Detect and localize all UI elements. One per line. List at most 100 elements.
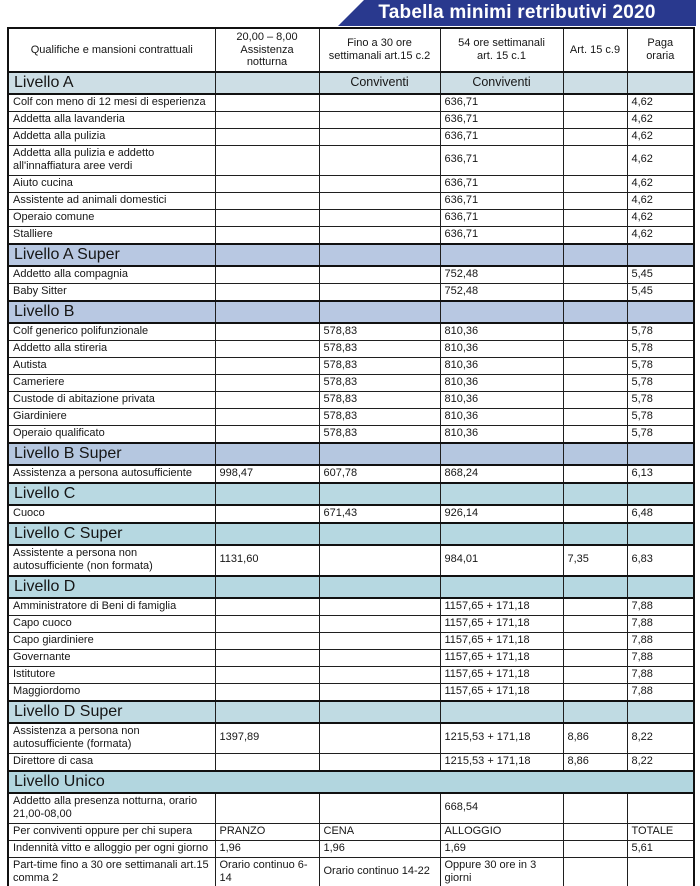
value-cell: 1215,53 + 171,18 [439, 752, 564, 771]
section-header-row: Livello D [7, 574, 695, 599]
value-cell: 7,88 [626, 631, 695, 650]
value-cell [214, 792, 320, 824]
value-cell: 810,36 [439, 339, 564, 358]
qualifica-cell: Aiuto cucina [7, 174, 216, 193]
value-cell [562, 208, 628, 227]
qualifica-cell: Cameriere [7, 373, 216, 392]
value-cell [214, 424, 320, 443]
value-cell: 5,45 [626, 282, 695, 301]
qualifica-cell: Capo cuoco [7, 614, 216, 633]
table-row: Baby Sitter 752,48 5,45 [7, 282, 695, 301]
section-title: Livello D Super [7, 699, 216, 724]
section-title: Livello B [7, 299, 216, 324]
empty-cell [562, 70, 628, 95]
empty-cell [626, 242, 695, 267]
value-cell [214, 208, 320, 227]
value-cell [562, 424, 628, 443]
value-cell: 4,62 [626, 174, 695, 193]
table-row: Addetta alla lavanderia 636,71 4,62 [7, 110, 695, 129]
value-cell: 8,86 [562, 722, 628, 754]
value-cell: 4,62 [626, 225, 695, 244]
value-cell [214, 648, 320, 667]
value-cell [562, 144, 628, 176]
value-cell: 607,78 [318, 464, 441, 483]
value-cell: 8,22 [626, 722, 695, 754]
value-cell [318, 208, 441, 227]
section-header-row: Livello B Super [7, 441, 695, 466]
value-cell: 752,48 [439, 282, 564, 301]
qualifica-cell: Assistente a persona non autosufficiente… [7, 544, 216, 576]
value-cell [214, 665, 320, 684]
qualifica-cell: Baby Sitter [7, 282, 216, 301]
value-cell: 636,71 [439, 191, 564, 210]
section-header-row: Livello A Conviventi Conviventi [7, 70, 695, 95]
value-cell: 1157,65 + 171,18 [439, 614, 564, 633]
qualifica-cell: Maggiordomo [7, 682, 216, 701]
empty-cell [439, 521, 564, 546]
empty-cell [626, 574, 695, 599]
value-cell [562, 225, 628, 244]
value-cell: 1157,65 + 171,18 [439, 682, 564, 701]
value-cell: 810,36 [439, 424, 564, 443]
empty-cell [562, 699, 628, 724]
empty-cell [214, 70, 320, 95]
value-cell: 1,96 [318, 839, 441, 858]
empty-cell [318, 481, 441, 506]
empty-cell [439, 242, 564, 267]
value-cell [562, 93, 628, 112]
value-cell: 1215,53 + 171,18 [439, 722, 564, 754]
table-row: Stalliere 636,71 4,62 [7, 225, 695, 244]
value-cell: 7,88 [626, 682, 695, 701]
qualifica-cell: Addetta alla lavanderia [7, 110, 216, 129]
value-cell [562, 191, 628, 210]
value-cell: 636,71 [439, 225, 564, 244]
column-header: Fino a 30 ore settimanali art.15 c.2 [318, 27, 441, 72]
section-title: Livello C [7, 481, 216, 506]
table-row: Autista 578,83 810,36 5,78 [7, 356, 695, 375]
value-cell: 1131,60 [214, 544, 320, 576]
value-cell [562, 504, 628, 523]
value-cell: 8,86 [562, 752, 628, 771]
qualifica-cell: Addetto alla stireria [7, 339, 216, 358]
table-row: Amministratore di Beni di famiglia 1157,6… [7, 597, 695, 616]
empty-cell [214, 574, 320, 599]
empty-cell [626, 521, 695, 546]
value-cell: 5,78 [626, 424, 695, 443]
value-cell: 7,88 [626, 648, 695, 667]
value-cell [562, 322, 628, 341]
qualifica-cell: Colf generico polifunzionale [7, 322, 216, 341]
empty-cell [562, 521, 628, 546]
column-header: 20,00 – 8,00 Assistenza notturna [214, 27, 320, 72]
value-cell [214, 191, 320, 210]
value-cell: 636,71 [439, 127, 564, 146]
table-row: Governante 1157,65 + 171,18 7,88 [7, 648, 695, 667]
empty-cell [318, 441, 441, 466]
value-cell: 1157,65 + 171,18 [439, 631, 564, 650]
value-cell: 578,83 [318, 356, 441, 375]
value-cell [318, 225, 441, 244]
value-cell: 810,36 [439, 356, 564, 375]
value-cell: 636,71 [439, 174, 564, 193]
value-cell [214, 174, 320, 193]
value-cell: 7,88 [626, 665, 695, 684]
value-cell [214, 282, 320, 301]
value-cell: 4,62 [626, 144, 695, 176]
value-cell: 1157,65 + 171,18 [439, 597, 564, 616]
value-cell [214, 390, 320, 409]
page-title-banner: Tabella minimi retributivi 2020 [338, 0, 696, 26]
value-cell: 4,62 [626, 191, 695, 210]
table-row: Addetto alla compagnia 752,48 5,45 [7, 265, 695, 284]
empty-cell [214, 441, 320, 466]
value-cell [562, 856, 628, 886]
empty-cell [562, 574, 628, 599]
table-row: Assistente a persona non autosufficiente… [7, 544, 695, 576]
qualifica-cell: Giardiniere [7, 407, 216, 426]
value-cell [562, 174, 628, 193]
section-header-row: Livello C [7, 481, 695, 506]
empty-cell [214, 299, 320, 324]
qualifica-cell: Autista [7, 356, 216, 375]
value-cell: 6,13 [626, 464, 695, 483]
qualifica-cell: Colf con meno di 12 mesi di esperienza [7, 93, 216, 112]
value-cell: 5,78 [626, 356, 695, 375]
table-row: Addetta alla pulizia 636,71 4,62 [7, 127, 695, 146]
